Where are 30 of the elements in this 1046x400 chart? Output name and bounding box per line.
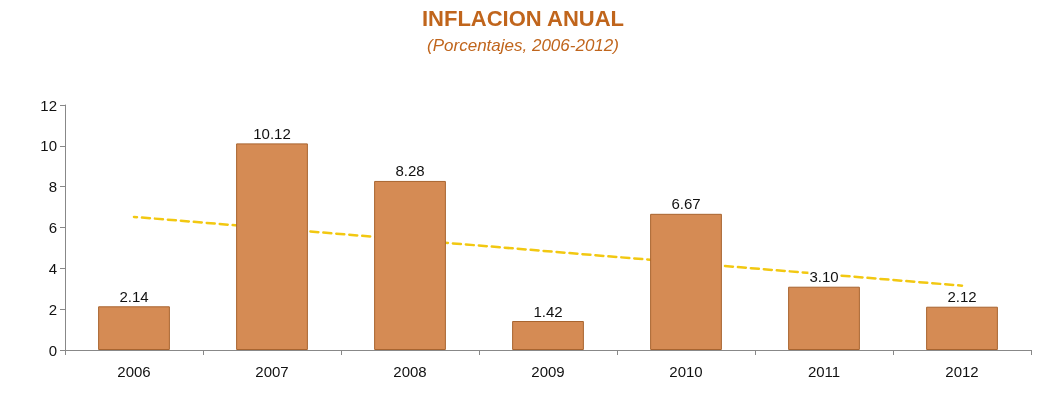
y-tick-label: 0 <box>48 341 57 359</box>
y-tick-label: 4 <box>48 259 57 277</box>
data-label: 1.42 <box>533 302 563 320</box>
x-tick-label: 2011 <box>807 363 841 380</box>
data-label: 6.67 <box>671 195 701 213</box>
data-label: 2.12 <box>947 288 977 306</box>
x-tick-label: 2008 <box>393 363 427 380</box>
bar <box>236 143 308 350</box>
chart-subtitle: (Porcentajes, 2006-2012) <box>427 36 619 55</box>
bar <box>650 213 722 350</box>
bar <box>788 286 860 350</box>
y-tick-label: 12 <box>40 96 57 114</box>
data-label: 8.28 <box>395 162 425 180</box>
bar <box>374 180 446 350</box>
x-tick-label: 2009 <box>531 363 565 380</box>
y-tick-label: 8 <box>48 178 57 196</box>
y-tick-label: 6 <box>48 219 57 236</box>
chart-title: INFLACION ANUAL <box>421 5 625 31</box>
data-label: 10.12 <box>253 124 291 142</box>
y-tick-label: 10 <box>40 137 57 155</box>
data-label: 3.10 <box>809 268 839 286</box>
x-tick-label: 2010 <box>669 363 703 380</box>
bar <box>926 306 998 350</box>
y-tick-label: 2 <box>48 300 57 318</box>
bar <box>98 306 170 350</box>
data-label: 2.14 <box>119 287 149 305</box>
x-tick-label: 2006 <box>117 363 151 380</box>
x-tick-label: 2007 <box>255 363 289 380</box>
x-tick-label: 2012 <box>945 363 979 380</box>
bar <box>512 321 584 350</box>
